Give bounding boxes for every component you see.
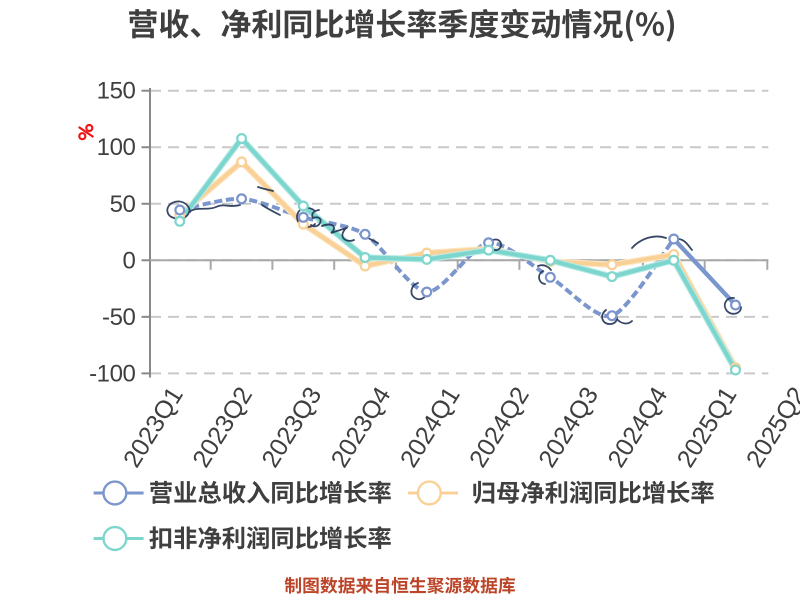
svg-text:-50: -50 — [102, 304, 136, 331]
svg-text:150: 150 — [97, 78, 136, 105]
svg-text:-100: -100 — [89, 360, 135, 387]
svg-text:50: 50 — [110, 191, 136, 218]
svg-text:0: 0 — [123, 247, 136, 274]
svg-text:100: 100 — [97, 134, 136, 161]
